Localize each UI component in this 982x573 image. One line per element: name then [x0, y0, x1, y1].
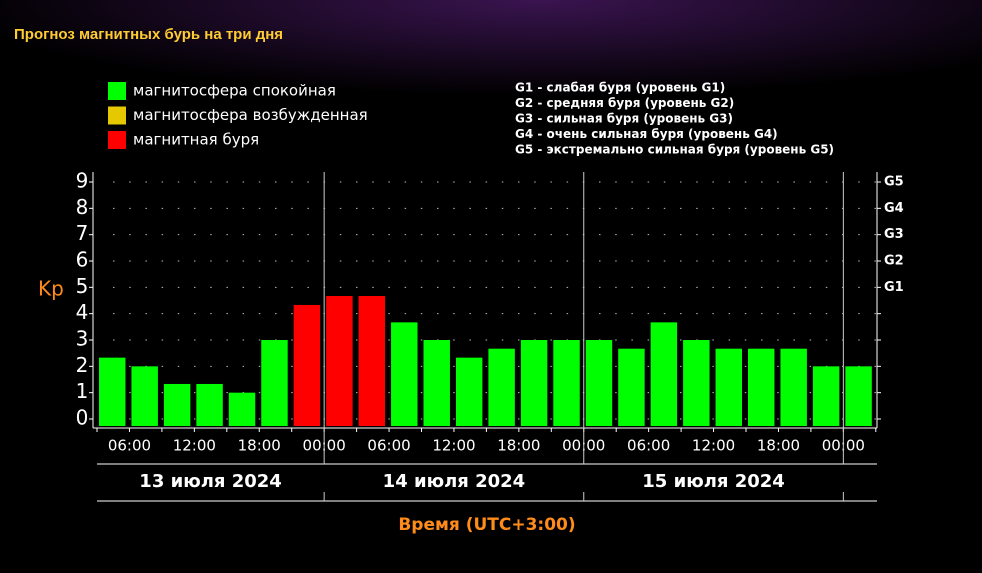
storm-level: G5 - экстремально сильная буря (уровень … [515, 143, 834, 157]
y-tick-label: 9 [76, 169, 89, 193]
bar [99, 357, 126, 426]
bar [488, 348, 515, 426]
x-tick-label: 06:00 [367, 437, 410, 455]
y-tick-label: 1 [76, 379, 89, 403]
glow [0, 0, 982, 160]
day-label: 13 июля 2024 [139, 471, 282, 492]
bar [131, 366, 158, 426]
y-tick-label: 7 [76, 221, 89, 245]
bar [326, 296, 353, 426]
bar [163, 383, 191, 426]
storm-level: G4 - очень сильная буря (уровень G4) [515, 127, 778, 141]
x-tick-label: 18:00 [238, 437, 281, 455]
bar [683, 340, 710, 426]
x-tick-label: 06:00 [108, 437, 151, 455]
y2-tick-label: G1 [884, 280, 904, 295]
y-tick-label: 5 [76, 274, 89, 298]
chart-title: Прогноз магнитных бурь на три дня [14, 26, 283, 43]
y-tick-label: 0 [76, 406, 89, 430]
legend-label: магнитосфера спокойная [133, 82, 336, 100]
x-tick-label: 18:00 [497, 437, 540, 455]
bar [293, 304, 321, 426]
y2-tick-label: G5 [884, 175, 904, 190]
legend-label: магнитная буря [133, 131, 259, 149]
legend-label: магнитосфера возбужденная [133, 106, 368, 124]
x-tick-label: 12:00 [173, 437, 216, 455]
bar [455, 357, 483, 426]
y-tick-label: 8 [76, 195, 89, 219]
bar [196, 383, 223, 426]
storm-level: G1 - слабая буря (уровень G1) [515, 81, 725, 95]
x-tick-label: 06:00 [627, 437, 670, 455]
day-label: 15 июля 2024 [642, 471, 785, 492]
bar [650, 322, 678, 426]
x-axis-label: Время (UTC+3:00) [398, 515, 575, 535]
y-tick-label: 4 [76, 300, 89, 324]
legend-swatch [108, 131, 126, 149]
bar [618, 348, 645, 426]
legend-swatch [108, 106, 126, 125]
x-tick-label: 18:00 [757, 437, 800, 455]
x-tick-label: 12:00 [432, 437, 475, 455]
y2-tick-label: G4 [884, 201, 904, 216]
bar [845, 366, 872, 426]
bar [391, 322, 418, 426]
bar [715, 348, 742, 426]
storm-level: G2 - средняя буря (уровень G2) [515, 96, 734, 110]
y-tick-label: 3 [76, 327, 89, 351]
bar [520, 340, 548, 426]
y-tick-label: 2 [76, 353, 89, 377]
y-tick-label: 6 [76, 248, 89, 272]
storm-level: G3 - сильная буря (уровень G3) [515, 112, 733, 126]
bar [780, 348, 807, 426]
y-axis-label: Kp [38, 277, 64, 301]
bar [423, 340, 450, 426]
bar [585, 340, 613, 426]
y2-tick-label: G3 [884, 227, 904, 242]
bar [748, 348, 775, 426]
bar [812, 366, 840, 426]
y2-tick-label: G2 [884, 254, 904, 269]
bar [553, 340, 580, 426]
x-tick-label: 12:00 [692, 437, 735, 455]
bar [358, 296, 386, 426]
day-label: 14 июля 2024 [383, 471, 526, 492]
bar [261, 340, 288, 426]
legend-swatch [108, 82, 126, 100]
bar [228, 392, 256, 426]
